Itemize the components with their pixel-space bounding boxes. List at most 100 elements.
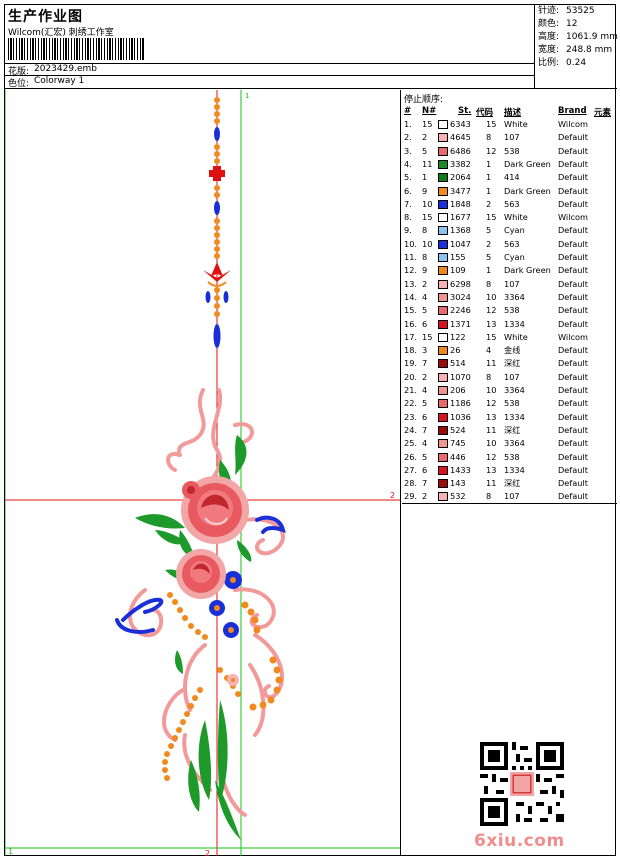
cell-code: 1	[486, 158, 492, 169]
colorway-value: Colorway 1	[34, 76, 85, 86]
cell-code: 8	[486, 371, 492, 382]
cell-brand: Default	[558, 411, 588, 422]
table-row: 18. 3 26 4 金线 Default	[402, 344, 617, 357]
blue-flowers	[209, 571, 242, 686]
cell-seq: 17.	[404, 331, 418, 342]
cell-seq: 18.	[404, 345, 418, 356]
cell-n: 15	[422, 331, 433, 342]
cell-code: 5	[486, 225, 492, 236]
spec-height: 高度: 1061.9 mm	[536, 31, 618, 44]
table-row: 27. 6 1433 13 1334 Default	[402, 464, 617, 477]
cell-st: 6486	[450, 145, 471, 156]
cell-st: 1047	[450, 238, 471, 249]
sheet-title: 生产作业图	[8, 9, 83, 25]
cell-n: 11	[422, 158, 433, 169]
cell-brand: Default	[558, 291, 588, 302]
cell-code: 12	[486, 451, 497, 462]
cell-st: 745	[450, 438, 466, 449]
cell-brand: Default	[558, 385, 588, 395]
table-row: 7. 10 1848 2 563 Default	[402, 198, 617, 211]
col-header-desc: 描述	[504, 108, 522, 118]
cell-st: 1368	[450, 225, 471, 236]
thread-color-swatch	[438, 253, 448, 262]
cell-code: 2	[486, 238, 492, 249]
thread-color-swatch	[438, 199, 448, 209]
table-row: 11. 8 155 5 Cyan Default	[402, 251, 617, 264]
sheet-header: 生产作业图 Wilcom(汇宏) 刺绣工作室 花版: 2023429.emb 色…	[5, 5, 618, 89]
cell-n: 2	[422, 371, 428, 382]
cell-n: 8	[422, 252, 428, 262]
cell-code: 15	[486, 212, 497, 223]
thread-color-swatch	[438, 226, 448, 236]
thread-color-swatch	[438, 359, 448, 369]
cell-seq: 3.	[404, 145, 412, 156]
cell-seq: 11.	[404, 252, 418, 262]
cell-brand: Default	[558, 132, 588, 143]
cell-st: 524	[450, 424, 466, 435]
cell-n: 6	[422, 318, 428, 329]
cell-brand: Default	[558, 265, 588, 276]
cell-brand: Default	[558, 185, 588, 196]
cell-code: 10	[486, 438, 497, 449]
thread-color-swatch	[438, 372, 448, 382]
thread-color-swatch	[438, 492, 448, 502]
col-header-seq: #	[404, 106, 412, 116]
axis-label-top: 1	[245, 92, 249, 100]
cell-n: 10	[422, 238, 433, 249]
cell-brand: Default	[558, 145, 588, 156]
cell-desc: Cyan	[504, 225, 525, 236]
cell-brand: Default	[558, 172, 588, 183]
table-row: 1. 15 6343 15 White Wilcom	[402, 118, 617, 131]
table-row: 21. 4 206 10 3364 Default	[402, 384, 617, 397]
cell-seq: 29.	[404, 491, 418, 502]
cell-seq: 6.	[404, 185, 412, 196]
cell-desc: 538	[504, 398, 520, 409]
cell-seq: 25.	[404, 438, 418, 449]
spec-label: 比例:	[538, 58, 560, 68]
cell-n: 5	[422, 398, 428, 409]
cell-seq: 24.	[404, 424, 418, 435]
cell-brand: Default	[558, 238, 588, 249]
cell-st: 1036	[450, 411, 471, 422]
cell-seq: 1.	[404, 119, 412, 129]
thread-color-swatch	[438, 425, 448, 435]
design-preview: 2 2 1 1	[5, 90, 401, 856]
cell-seq: 10.	[404, 238, 418, 249]
cell-code: 13	[486, 411, 497, 422]
design-name-label: 花版:	[8, 67, 30, 77]
table-row: 12. 9 109 1 Dark Green Default	[402, 264, 617, 277]
cell-brand: Default	[558, 478, 588, 489]
thread-color-swatch	[438, 239, 448, 249]
spec-label: 高度:	[538, 32, 560, 42]
company-name: Wilcom(汇宏) 刺绣工作室	[8, 28, 114, 38]
cell-desc: 538	[504, 145, 520, 156]
thread-color-swatch	[438, 439, 448, 449]
cell-brand: Default	[558, 345, 588, 356]
cell-desc: 538	[504, 305, 520, 316]
cell-desc: 3364	[504, 438, 525, 449]
col-header-code: 代码	[476, 108, 494, 118]
cell-n: 3	[422, 345, 428, 356]
thread-color-swatch	[438, 465, 448, 475]
cell-brand: Default	[558, 158, 588, 169]
cell-code: 4	[486, 345, 492, 356]
cell-seq: 9.	[404, 225, 412, 236]
table-row: 22. 5 1186 12 538 Default	[402, 397, 617, 410]
cell-st: 1070	[450, 371, 471, 382]
cell-desc: 107	[504, 278, 520, 289]
cell-n: 10	[422, 198, 433, 209]
cell-desc: 3364	[504, 385, 525, 395]
cell-st: 1677	[450, 212, 471, 223]
cell-n: 4	[422, 385, 428, 395]
cell-desc: White	[504, 212, 528, 223]
cell-n: 15	[422, 212, 433, 223]
divider	[5, 63, 535, 64]
cell-st: 6343	[450, 119, 471, 129]
table-row: 20. 2 1070 8 107 Default	[402, 371, 617, 384]
table-row: 2. 2 4645 8 107 Default	[402, 131, 617, 144]
cell-seq: 27.	[404, 464, 418, 475]
cell-seq: 13.	[404, 278, 418, 289]
col-header-elem: 元素	[594, 108, 612, 118]
design-name-row: 花版: 2023429.emb	[8, 64, 97, 77]
cell-seq: 20.	[404, 371, 418, 382]
